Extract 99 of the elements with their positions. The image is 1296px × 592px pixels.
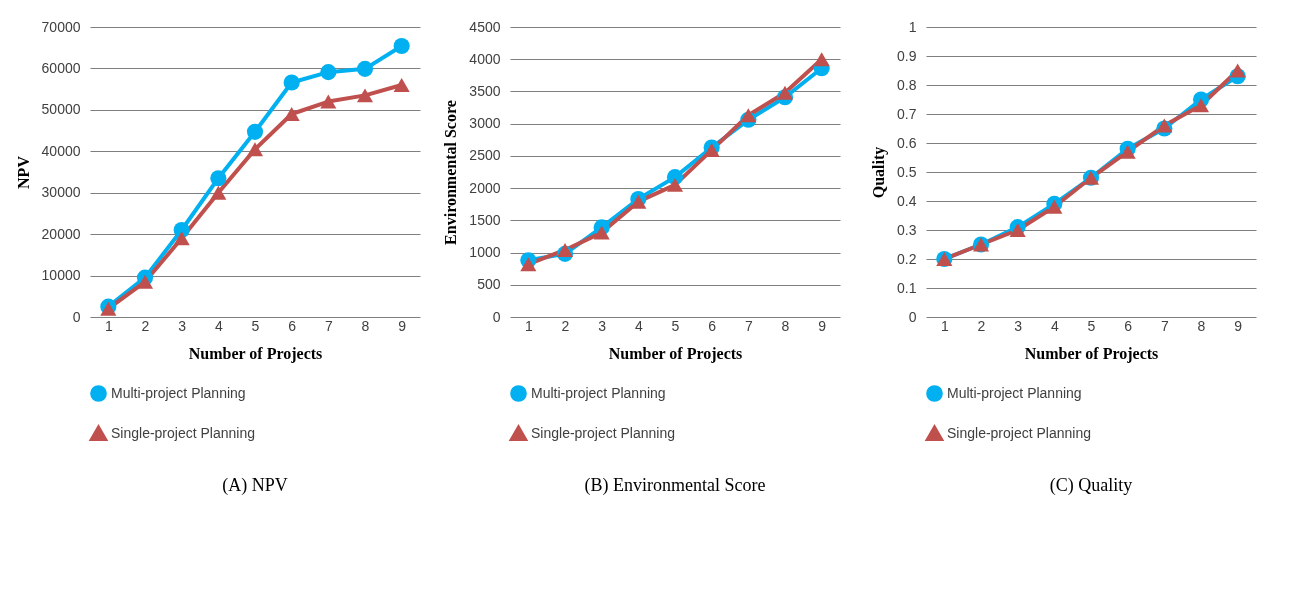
x-tick-label: 5: [1087, 317, 1096, 334]
x-tick-label: 5: [671, 317, 680, 334]
x-tick-label: 8: [781, 317, 790, 334]
y-tick-label: 0: [493, 308, 502, 325]
point: [210, 170, 227, 187]
legend-label: Single-project Planning: [111, 424, 255, 441]
y-tick-label: 20000: [41, 225, 81, 242]
legend-label: Multi-project Planning: [531, 384, 666, 401]
point: [356, 88, 374, 103]
legend-label: Multi-project Planning: [946, 384, 1082, 401]
x-tick-label: 7: [745, 317, 754, 334]
point: [246, 142, 264, 157]
x-tick-label: 2: [561, 317, 570, 334]
y-tick-label: 4500: [469, 18, 502, 35]
y-tick-label: 2000: [469, 179, 502, 196]
point: [393, 38, 410, 55]
x-tick-label: 9: [398, 317, 407, 334]
y-tick-label: 0.5: [896, 163, 917, 180]
x-axis-title: Number of Projects: [1024, 344, 1158, 363]
point: [777, 85, 794, 100]
x-tick-label: 1: [525, 317, 534, 334]
x-tick-label: 3: [1013, 317, 1022, 334]
y-tick-label: 0.6: [896, 134, 917, 151]
x-tick-label: 1: [940, 317, 949, 334]
y-tick-label: 0.1: [896, 279, 917, 296]
y-tick-label: 0.7: [896, 105, 917, 122]
y-tick-label: 0.8: [896, 76, 917, 93]
y-tick-label: 2500: [469, 147, 502, 164]
point: [557, 243, 574, 257]
point: [740, 108, 757, 123]
x-tick-label: 8: [361, 317, 370, 334]
y-tick-label: 0: [908, 308, 917, 325]
point: [1155, 118, 1173, 133]
x-tick-label: 6: [1123, 317, 1132, 334]
x-tick-label: 4: [635, 317, 644, 334]
point: [283, 107, 300, 121]
y-tick-label: 1000: [469, 244, 502, 261]
y-tick-label: 0.3: [896, 221, 917, 238]
point: [1192, 98, 1209, 113]
x-tick-label: 3: [598, 317, 607, 334]
y-tick-label: 0.4: [896, 192, 917, 209]
x-tick-label: 9: [1233, 317, 1242, 334]
x-tick-label: 6: [708, 317, 717, 334]
point: [703, 143, 721, 158]
y-tick-label: 30000: [41, 184, 81, 201]
x-tick-label: 4: [214, 317, 223, 334]
y-tick-label: 0.9: [896, 47, 917, 64]
legend-label: Multi-project Planning: [111, 384, 246, 401]
x-tick-label: 8: [1197, 317, 1206, 334]
x-axis-title: Number of Projects: [188, 344, 323, 363]
x-tick-label: 2: [977, 317, 986, 334]
y-tick-label: 1500: [469, 211, 502, 228]
y-tick-label: 1: [908, 18, 917, 35]
x-tick-label: 4: [1050, 317, 1059, 334]
x-axis-title: Number of Projects: [609, 344, 743, 363]
point: [593, 225, 611, 240]
text: (B) Environmental Score: [584, 475, 766, 496]
x-tick-label: 1: [104, 317, 113, 334]
y-tick-label: 3500: [469, 82, 502, 99]
legend-label: Single-project Planning: [531, 424, 676, 441]
x-tick-label: 5: [251, 317, 260, 334]
point: [667, 177, 684, 192]
x-tick-label: 7: [324, 317, 333, 334]
y-tick-label: 0.2: [896, 250, 917, 267]
y-tick-label: 70000: [41, 18, 81, 35]
point: [1229, 63, 1246, 78]
point: [356, 60, 374, 77]
y-axis-title: NPV: [14, 155, 32, 189]
text: (C) Quality: [1049, 475, 1132, 496]
y-axis-title: Quality: [869, 146, 888, 199]
point: [393, 78, 410, 92]
point: [813, 52, 831, 67]
point: [136, 274, 154, 289]
x-tick-label: 2: [141, 317, 150, 334]
x-tick-label: 7: [1160, 317, 1169, 334]
x-tick-label: 9: [818, 317, 827, 334]
y-tick-label: 40000: [41, 142, 81, 159]
y-tick-label: 50000: [41, 101, 81, 118]
y-tick-label: 4000: [469, 50, 502, 67]
point: [173, 231, 190, 246]
y-tick-label: 3000: [469, 115, 502, 132]
point: [283, 74, 300, 91]
point: [1045, 199, 1063, 214]
point: [320, 94, 337, 109]
y-tick-label: 0: [72, 308, 81, 325]
point: [1119, 144, 1136, 159]
x-tick-label: 6: [288, 317, 297, 334]
point: [320, 64, 337, 81]
y-tick-label: 60000: [41, 59, 81, 76]
x-tick-label: 3: [178, 317, 187, 334]
y-tick-label: 10000: [41, 267, 81, 284]
point: [210, 185, 227, 200]
legend-label: Single-project Planning: [946, 424, 1091, 441]
y-axis-title: Environmental Score: [442, 100, 460, 245]
point: [246, 123, 264, 140]
text: (A) NPV: [222, 475, 288, 496]
point: [1009, 223, 1026, 237]
point: [520, 257, 537, 272]
y-tick-label: 500: [477, 276, 502, 293]
